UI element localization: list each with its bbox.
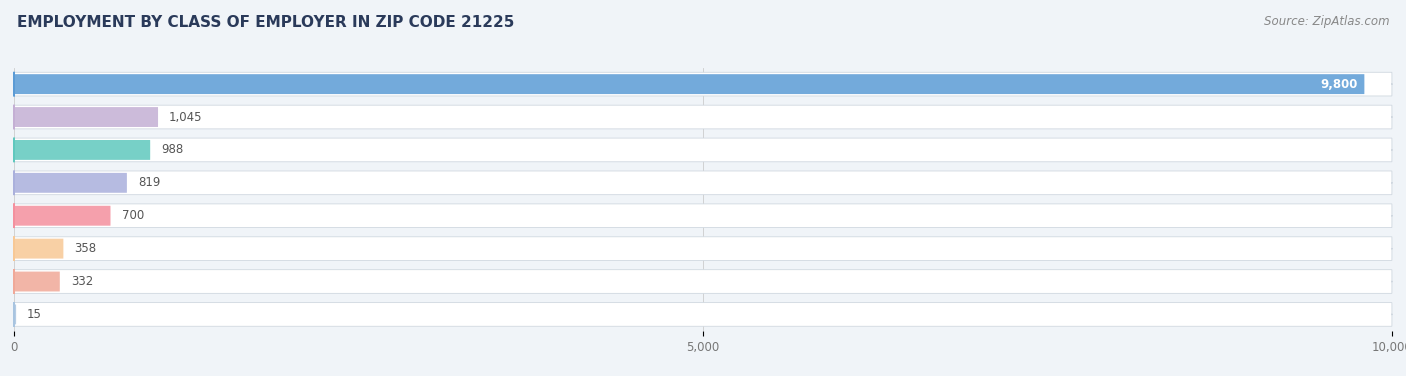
FancyBboxPatch shape bbox=[14, 105, 1392, 129]
FancyBboxPatch shape bbox=[14, 305, 15, 324]
FancyBboxPatch shape bbox=[14, 206, 111, 226]
Text: 332: 332 bbox=[70, 275, 93, 288]
FancyBboxPatch shape bbox=[14, 173, 127, 193]
Text: 15: 15 bbox=[27, 308, 42, 321]
FancyBboxPatch shape bbox=[14, 270, 1392, 293]
Text: 700: 700 bbox=[121, 209, 143, 222]
FancyBboxPatch shape bbox=[14, 74, 1364, 94]
Text: 9,800: 9,800 bbox=[1320, 77, 1358, 91]
Text: 1,045: 1,045 bbox=[169, 111, 202, 124]
Text: 819: 819 bbox=[138, 176, 160, 190]
FancyBboxPatch shape bbox=[14, 138, 1392, 162]
Text: 988: 988 bbox=[162, 143, 183, 156]
FancyBboxPatch shape bbox=[14, 107, 157, 127]
FancyBboxPatch shape bbox=[14, 140, 150, 160]
Text: 358: 358 bbox=[75, 242, 97, 255]
FancyBboxPatch shape bbox=[14, 271, 60, 291]
FancyBboxPatch shape bbox=[14, 204, 1392, 227]
Text: EMPLOYMENT BY CLASS OF EMPLOYER IN ZIP CODE 21225: EMPLOYMENT BY CLASS OF EMPLOYER IN ZIP C… bbox=[17, 15, 515, 30]
FancyBboxPatch shape bbox=[14, 237, 1392, 261]
FancyBboxPatch shape bbox=[14, 171, 1392, 195]
FancyBboxPatch shape bbox=[14, 303, 1392, 326]
FancyBboxPatch shape bbox=[14, 239, 63, 259]
FancyBboxPatch shape bbox=[14, 72, 1392, 96]
Text: Source: ZipAtlas.com: Source: ZipAtlas.com bbox=[1264, 15, 1389, 28]
